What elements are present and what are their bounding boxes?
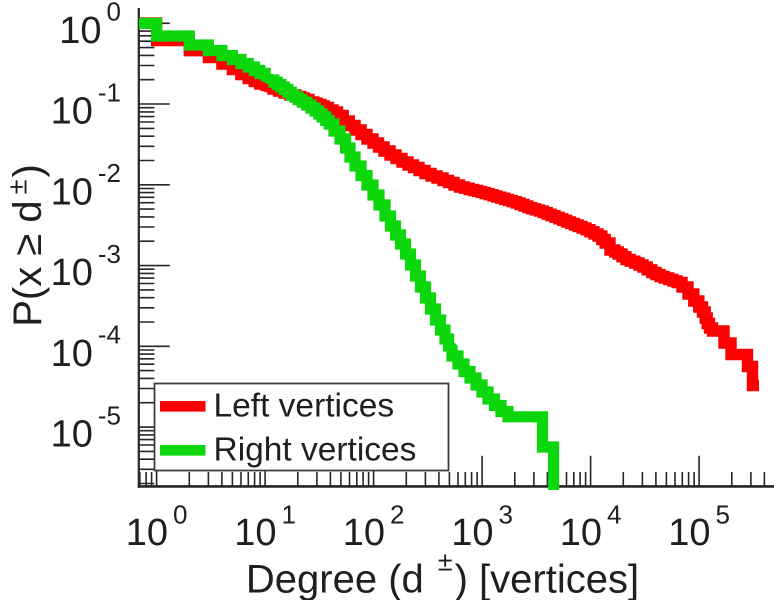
svg-text:Left vertices: Left vertices [214,388,395,425]
svg-text:Right vertices: Right vertices [214,432,417,469]
